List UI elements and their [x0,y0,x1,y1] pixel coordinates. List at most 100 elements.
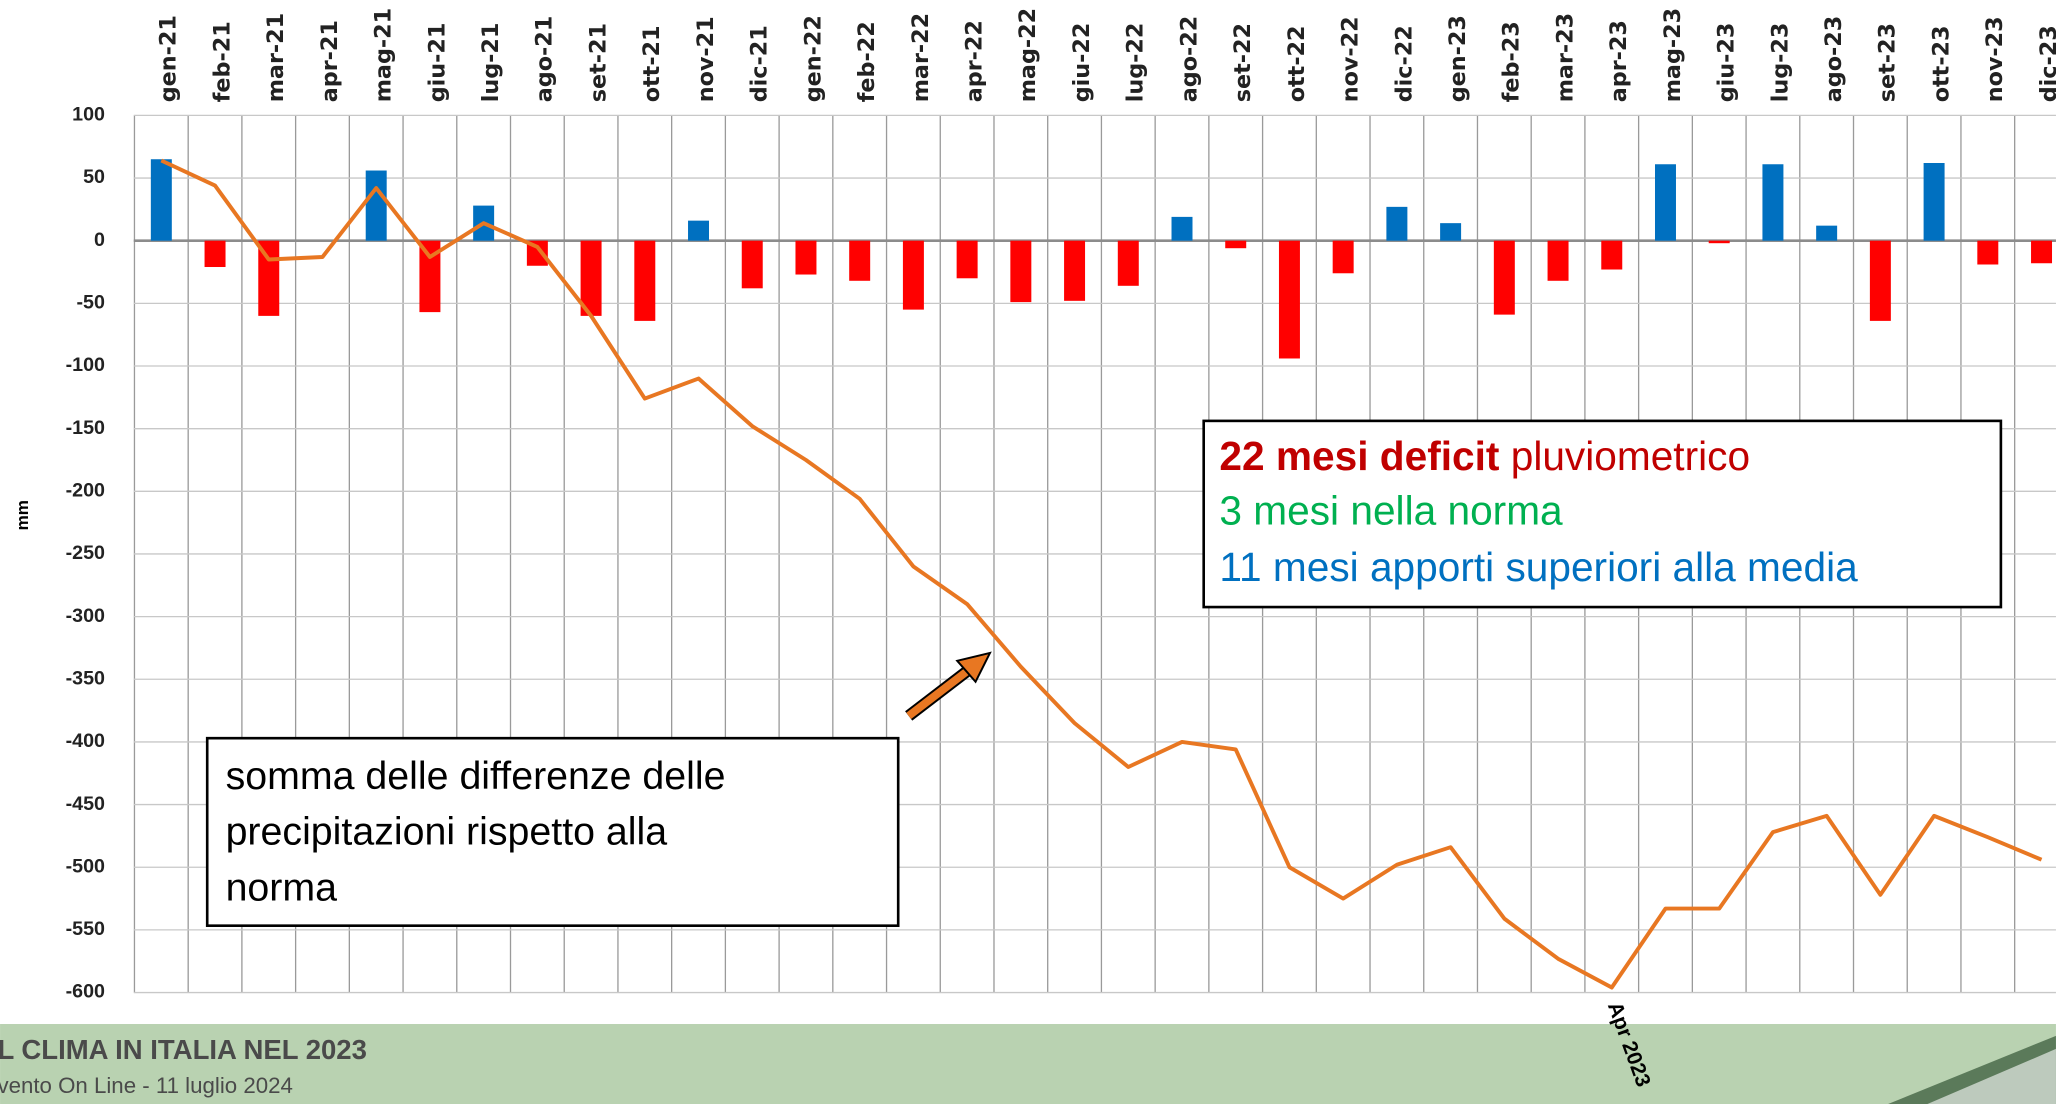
info-line: 11 mesi apporti superiori alla media [1219,544,1858,590]
x-tick-label: mag-22 [1015,8,1041,102]
y-tick-label: 100 [72,104,105,126]
y-tick-label: -350 [66,667,105,689]
x-tick-label: set-23 [1875,23,1901,102]
annotation-box [205,736,900,927]
bar [1493,240,1515,315]
x-tick-label: ott-21 [639,25,665,102]
bar [1869,240,1891,321]
bar [1601,240,1623,270]
bar [688,220,710,241]
bar [365,170,387,241]
x-tick-label: set-22 [1230,23,1256,102]
bar [1762,164,1784,241]
x-tick-label: ago-21 [532,16,558,102]
line [160,158,2043,990]
bar [1117,240,1139,286]
y-tick-label: -300 [66,605,105,627]
x-tick-label: giu-23 [1714,23,1740,103]
x-tick-label: apr-23 [1606,20,1632,102]
x-tick-label: mag-21 [371,8,397,102]
y-tick-label: -100 [66,354,105,376]
info-box [1202,419,2003,609]
footer-band [0,1024,2056,1104]
x-tick-label: mar-22 [908,13,934,102]
y-tick-label: -500 [66,855,105,877]
bar [526,240,548,266]
bar [902,240,924,310]
x-tick-label: mar-23 [1552,13,1578,102]
info-bold: 22 mesi deficit [1219,433,1499,479]
y-tick-label: -200 [66,479,105,501]
x-tick-label: dic-23 [2036,25,2056,102]
y-tick-label: -250 [66,542,105,564]
bar [741,240,763,289]
x-tick-label: dic-21 [747,25,773,102]
x-tick-label: nov-21 [693,16,719,102]
bar [795,240,817,275]
x-tick-label: nov-23 [1982,16,2008,102]
x-tick-label: ott-22 [1284,25,1310,102]
bar [1064,240,1086,301]
bar [1547,240,1569,281]
bar [204,240,226,268]
x-tick-label: dic-22 [1391,25,1417,102]
plot: 100 50 0 -50 -100 -150 -200 -250 -300 -350 -400 -45… [66,8,2056,1003]
x-tick-label: ago-23 [1821,16,1847,102]
x-tick-label: lug-22 [1123,23,1149,103]
info-rest: pluviometrico [1511,433,1750,479]
x-tick-label: giu-22 [1069,23,1095,103]
bar [1225,240,1247,249]
y-tick-label: 50 [83,166,105,188]
bar [1977,240,1999,265]
x-tick-label: apr-21 [317,20,343,102]
bar [1171,216,1193,241]
bar [1010,240,1032,303]
bar [1816,225,1838,241]
x-tick-label: feb-23 [1499,21,1525,102]
y-tick-label: -150 [66,417,105,439]
y-tick-label: -550 [66,918,105,940]
annotation-text: somma delle differenze delle [226,754,726,798]
x-tick-label: set-21 [585,23,611,102]
x-tick-label: mar-21 [263,13,289,102]
bar [150,159,172,241]
x-tick-label: apr-22 [961,20,987,102]
info-line: 3 mesi nella norma [1219,488,1563,534]
bar [1278,240,1300,359]
arrow [905,651,992,721]
bar [634,240,656,321]
annotation-text: norma [226,866,338,910]
bar [1654,164,1676,241]
x-tick-label: ott-23 [1928,25,1954,102]
info-line: 22 mesi deficit pluviometrico [1219,433,1750,479]
bar [2031,240,2053,264]
bar [1708,240,1730,244]
x-tick-label: gen-22 [800,15,826,102]
x-tick-label: feb-22 [854,21,880,102]
x-tick-label: mag-23 [1660,8,1686,102]
x-tick-label: ago-22 [1176,16,1202,102]
x-tick-label: feb-21 [209,21,235,102]
bar [1440,223,1462,241]
bar [849,240,871,281]
y-tick-label: -50 [77,292,105,314]
footer-title: L CLIMA IN ITALIA NEL 2023 [0,1034,367,1065]
y-tick-label: -400 [66,730,105,752]
bar [580,240,602,316]
x-tick-label: gen-21 [156,15,182,102]
x-tick-label: nov-22 [1338,16,1364,102]
x-tick-label: lug-21 [478,23,504,103]
bar [956,240,978,279]
x-tick-label: giu-21 [424,23,450,103]
footer-subtitle: vento On Line - 11 luglio 2024 [0,1073,293,1098]
y-tick-label: -600 [66,981,105,1003]
y-tick-label: -450 [66,793,105,815]
bar [419,240,441,313]
annotation-text: precipitazioni rispetto alla [226,809,668,853]
bar [1923,163,1945,241]
y-axis-label: mm [13,500,32,530]
bar [1386,206,1408,241]
y-tick-label: 0 [94,229,105,251]
